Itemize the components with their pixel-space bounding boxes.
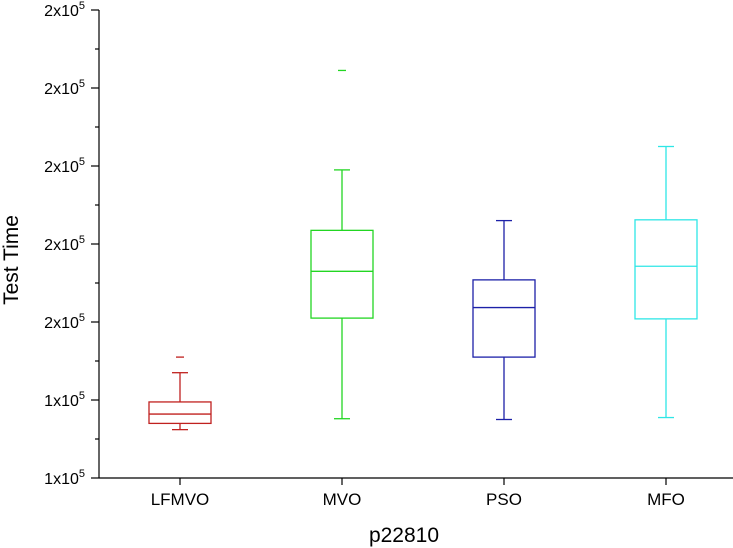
y-tick-label: 2x105: [44, 312, 85, 332]
box-lfmvo: [148, 356, 212, 431]
x-tick-label: LFMVO: [151, 490, 210, 509]
box-iqr: [472, 279, 536, 358]
y-axis-ticks: 1x105 1x105 2x105 2x105 2x105 2x105 2x105: [44, 0, 99, 488]
box-iqr: [310, 229, 374, 319]
x-tick-label: MFO: [647, 490, 685, 509]
y-tick-label: 2x105: [44, 0, 85, 20]
plot-area: [148, 69, 698, 431]
y-tick-label: 2x105: [44, 234, 85, 254]
y-tick-label: 1x105: [44, 468, 85, 488]
box-mvo: [310, 69, 374, 420]
x-axis-title: p22810: [369, 524, 439, 547]
y-axis-title: Test Time: [0, 215, 23, 305]
x-axis-ticks: LFMVO MVO PSO MFO: [151, 478, 685, 509]
box-iqr: [634, 219, 698, 320]
x-tick-label: MVO: [323, 490, 362, 509]
y-tick-label: 1x105: [44, 390, 85, 410]
y-tick-label: 2x105: [44, 156, 85, 176]
box-pso: [472, 219, 536, 421]
y-tick-label: 2x105: [44, 78, 85, 98]
box-iqr: [148, 401, 212, 425]
x-tick-label: PSO: [486, 490, 522, 509]
box-mfo: [634, 145, 698, 419]
